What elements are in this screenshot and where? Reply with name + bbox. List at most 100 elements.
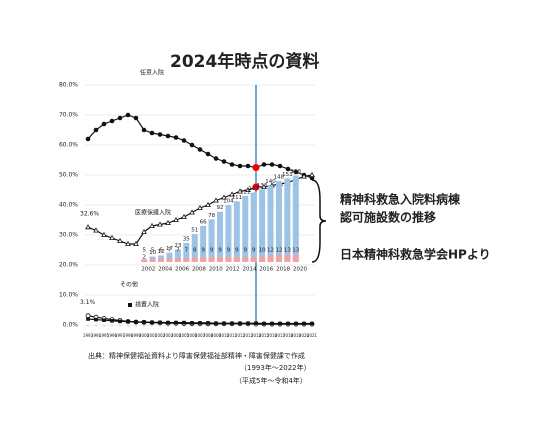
- point: [150, 320, 154, 325]
- x-tick-label: 1997: [115, 333, 126, 338]
- bar-label: 9: [244, 248, 248, 254]
- x-tick-label: 2017: [275, 333, 286, 338]
- point: [246, 321, 250, 325]
- x-tick-label: 2000: [139, 333, 150, 338]
- bar-label: 13: [284, 248, 291, 254]
- point: [309, 171, 315, 177]
- bar-label: 9: [210, 248, 214, 254]
- bar: [267, 255, 274, 262]
- bar-label: 35: [183, 236, 190, 242]
- bar-label: 78: [208, 213, 215, 219]
- point: [245, 186, 251, 192]
- bar: [191, 257, 198, 262]
- bar: [250, 192, 257, 262]
- point: [117, 115, 123, 121]
- bar: [242, 257, 249, 262]
- bar-category: 2016: [259, 267, 273, 273]
- bar: [208, 219, 215, 262]
- x-tick-label: 1993: [83, 333, 94, 338]
- x-tick-label: 2003: [163, 333, 174, 338]
- bar-category: 2012: [226, 267, 240, 273]
- point: [157, 132, 163, 137]
- point: [277, 163, 283, 169]
- point: [149, 222, 155, 228]
- title: 2024年時点の資料: [170, 51, 319, 72]
- y-tick-label: 10.0%: [59, 292, 78, 299]
- bar: [233, 201, 240, 262]
- bar: [166, 252, 173, 262]
- point: [133, 115, 139, 121]
- x-tick-label: 2006: [187, 333, 198, 338]
- x-tick-label: 2019: [291, 333, 302, 338]
- point: [85, 313, 91, 319]
- point: [294, 321, 298, 326]
- point: [229, 191, 235, 197]
- x-tick-label: 1998: [123, 333, 134, 338]
- x-tick-label: 2007: [195, 333, 206, 338]
- x-tick-label: 1994: [91, 333, 102, 338]
- bar-label: 111: [232, 195, 243, 201]
- point: [238, 321, 242, 325]
- point: [285, 166, 291, 172]
- bar-category: 2010: [209, 267, 223, 273]
- bar: [183, 242, 190, 262]
- bar-label: 2: [142, 254, 146, 260]
- point: [221, 159, 227, 164]
- source: （1993年～2022年）: [240, 363, 311, 372]
- bar: [183, 258, 190, 262]
- bar: [158, 258, 165, 262]
- bar: [259, 256, 266, 262]
- bar-category: 2002: [141, 267, 155, 273]
- bar-label: 12: [267, 248, 274, 254]
- point: [142, 320, 146, 324]
- bar-label: 51: [191, 228, 198, 234]
- point: [189, 142, 195, 148]
- point: [126, 319, 130, 324]
- point: [205, 151, 211, 157]
- x-tick-label: 2001: [147, 333, 158, 338]
- point: [149, 130, 155, 136]
- y-tick-label: 0.0%: [63, 322, 79, 329]
- point: [93, 227, 99, 233]
- bar-label: 66: [200, 219, 207, 225]
- bar-label: 158: [291, 169, 302, 175]
- point: [125, 112, 131, 118]
- bar-label: 8: [193, 248, 197, 254]
- point: [221, 194, 227, 200]
- x-tick-label: 2015: [259, 333, 270, 338]
- bar: [275, 181, 282, 262]
- point: [173, 216, 179, 222]
- point: [205, 201, 211, 207]
- source: 出典：精神保健福祉資料より障害保健福祉部精神・障害保健課で作成: [88, 351, 305, 360]
- point: [222, 321, 226, 325]
- bar-category: 2014: [242, 267, 256, 273]
- y-tick-label: 80.0%: [59, 82, 78, 89]
- legend-swatch: [128, 303, 132, 307]
- point: [213, 197, 219, 203]
- point: [165, 219, 171, 225]
- bar: [208, 257, 215, 262]
- point: [261, 162, 267, 167]
- point: [310, 321, 314, 326]
- point: [198, 321, 202, 325]
- x-tick-label: 2020: [299, 333, 310, 338]
- y-tick-label: 30.0%: [59, 232, 78, 239]
- point: [165, 133, 171, 139]
- bar-label: 9: [235, 248, 239, 254]
- data-label: 32.6%: [80, 211, 99, 218]
- point: [85, 136, 91, 142]
- point: [93, 127, 99, 133]
- point: [206, 321, 210, 325]
- point: [141, 127, 147, 133]
- bar: [174, 258, 181, 262]
- bar: [225, 205, 232, 262]
- x-tick-label: 2011: [227, 333, 238, 338]
- point: [94, 317, 98, 322]
- note: 日本精神科救急学会HPより: [340, 247, 491, 262]
- bar-label: 12: [158, 249, 165, 255]
- point: [245, 163, 251, 169]
- bar-label: 10: [149, 250, 156, 256]
- bar-label: 127: [248, 186, 259, 192]
- point: [110, 319, 114, 323]
